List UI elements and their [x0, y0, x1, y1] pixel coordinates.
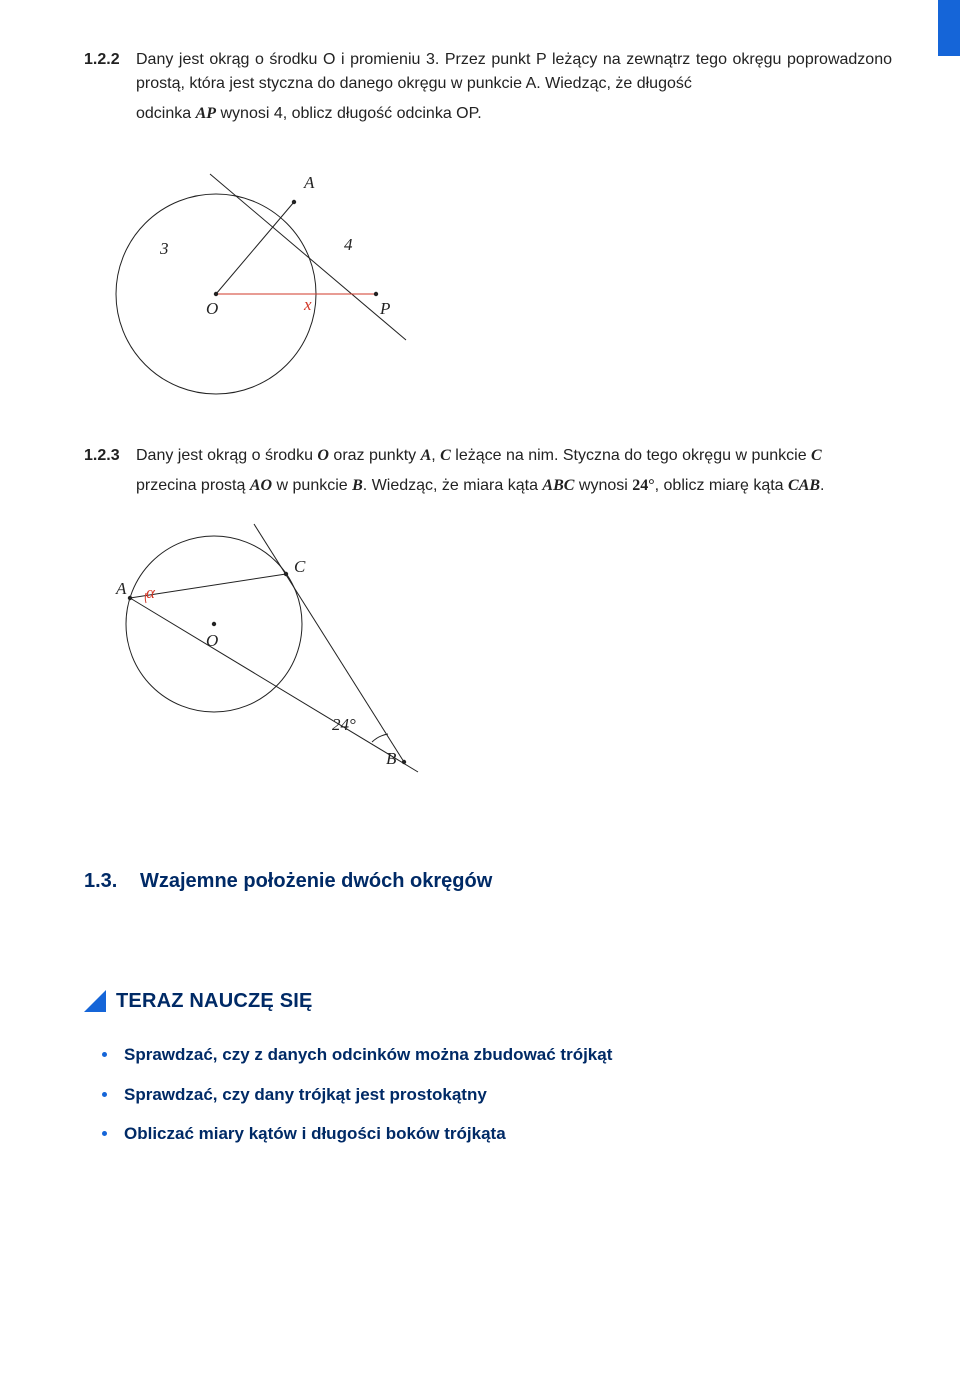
bullet-dot-icon — [102, 1131, 107, 1136]
svg-text:4: 4 — [344, 235, 353, 254]
svg-text:O: O — [206, 299, 218, 318]
text: oraz punkty — [329, 447, 421, 464]
bullet-list: Sprawdzać, czy z danych odcinków można z… — [84, 1042, 892, 1147]
math-var: C — [440, 447, 451, 464]
bullet-item: Sprawdzać, czy z danych odcinków można z… — [102, 1042, 892, 1068]
diagram-circle-tangent: O A P 3 4 x — [86, 144, 892, 404]
teraz-title: TERAZ NAUCZĘ SIĘ — [116, 986, 313, 1016]
math-num: 24° — [632, 477, 654, 494]
math-var: B — [352, 477, 363, 494]
svg-text:3: 3 — [159, 239, 169, 258]
section-number: 1.3. — [84, 866, 140, 896]
text: , — [431, 447, 440, 464]
math-var: C — [811, 447, 822, 464]
bullet-text: Sprawdzać, czy z danych odcinków można z… — [124, 1045, 612, 1064]
triangle-icon — [84, 990, 106, 1012]
svg-text:O: O — [206, 631, 218, 650]
math-var: ABC — [542, 477, 574, 494]
svg-text:C: C — [294, 557, 306, 576]
problem-number: 1.2.2 — [84, 48, 136, 72]
text: wynosi 4, oblicz długość odcinka OP. — [216, 105, 482, 122]
svg-text:α: α — [146, 583, 156, 602]
math-var: A — [421, 447, 432, 464]
math-var: O — [317, 447, 329, 464]
text: , oblicz miarę kąta — [655, 477, 788, 494]
bullet-text: Sprawdzać, czy dany trójkąt jest prostok… — [124, 1085, 487, 1104]
svg-text:x: x — [303, 295, 312, 314]
problem-number: 1.2.3 — [84, 444, 136, 468]
svg-text:P: P — [379, 299, 390, 318]
text: Dany jest okrąg o środku — [136, 447, 317, 464]
problem-1-2-3: 1.2.3 Dany jest okrąg o środku O oraz pu… — [84, 444, 892, 776]
text: . — [820, 477, 824, 494]
text: wynosi — [574, 477, 632, 494]
math-var: AO — [250, 477, 272, 494]
bullet-dot-icon — [102, 1052, 107, 1057]
bullet-dot-icon — [102, 1092, 107, 1097]
svg-text:24°: 24° — [332, 715, 356, 734]
teraz-block-header: TERAZ NAUCZĘ SIĘ — [84, 986, 892, 1016]
svg-text:A: A — [303, 173, 315, 192]
diagram-svg: A O C Bα 24° — [86, 516, 426, 776]
math-var: AP — [196, 105, 216, 122]
diagram-svg: O A P 3 4 x — [86, 144, 416, 404]
section-heading: 1.3. Wzajemne położenie dwóch okręgów — [84, 866, 892, 896]
problem-text: Dany jest okrąg o środku O i promieniu 3… — [136, 48, 892, 126]
bullet-text: Obliczać miary kątów i długości boków tr… — [124, 1124, 506, 1143]
bullet-item: Sprawdzać, czy dany trójkąt jest prostok… — [102, 1082, 892, 1108]
page-corner-marker — [938, 0, 960, 56]
diagram-circle-angle: A O C Bα 24° — [86, 516, 892, 776]
svg-text:A: A — [115, 579, 127, 598]
svg-text:B: B — [386, 749, 397, 768]
text: odcinka — [136, 105, 196, 122]
section-title: Wzajemne położenie dwóch okręgów — [140, 866, 492, 896]
text: w punkcie — [272, 477, 352, 494]
bullet-item: Obliczać miary kątów i długości boków tr… — [102, 1121, 892, 1147]
text: przecina prostą — [136, 477, 250, 494]
text: . Wiedząc, że miara kąta — [363, 477, 543, 494]
text: Dany jest okrąg o środku O i promieniu 3… — [136, 51, 892, 92]
math-var: CAB — [788, 477, 820, 494]
problem-text: Dany jest okrąg o środku O oraz punkty A… — [136, 444, 892, 498]
text: leżące na nim. Styczna do tego okręgu w … — [451, 447, 811, 464]
problem-1-2-2: 1.2.2 Dany jest okrąg o środku O i promi… — [84, 48, 892, 404]
